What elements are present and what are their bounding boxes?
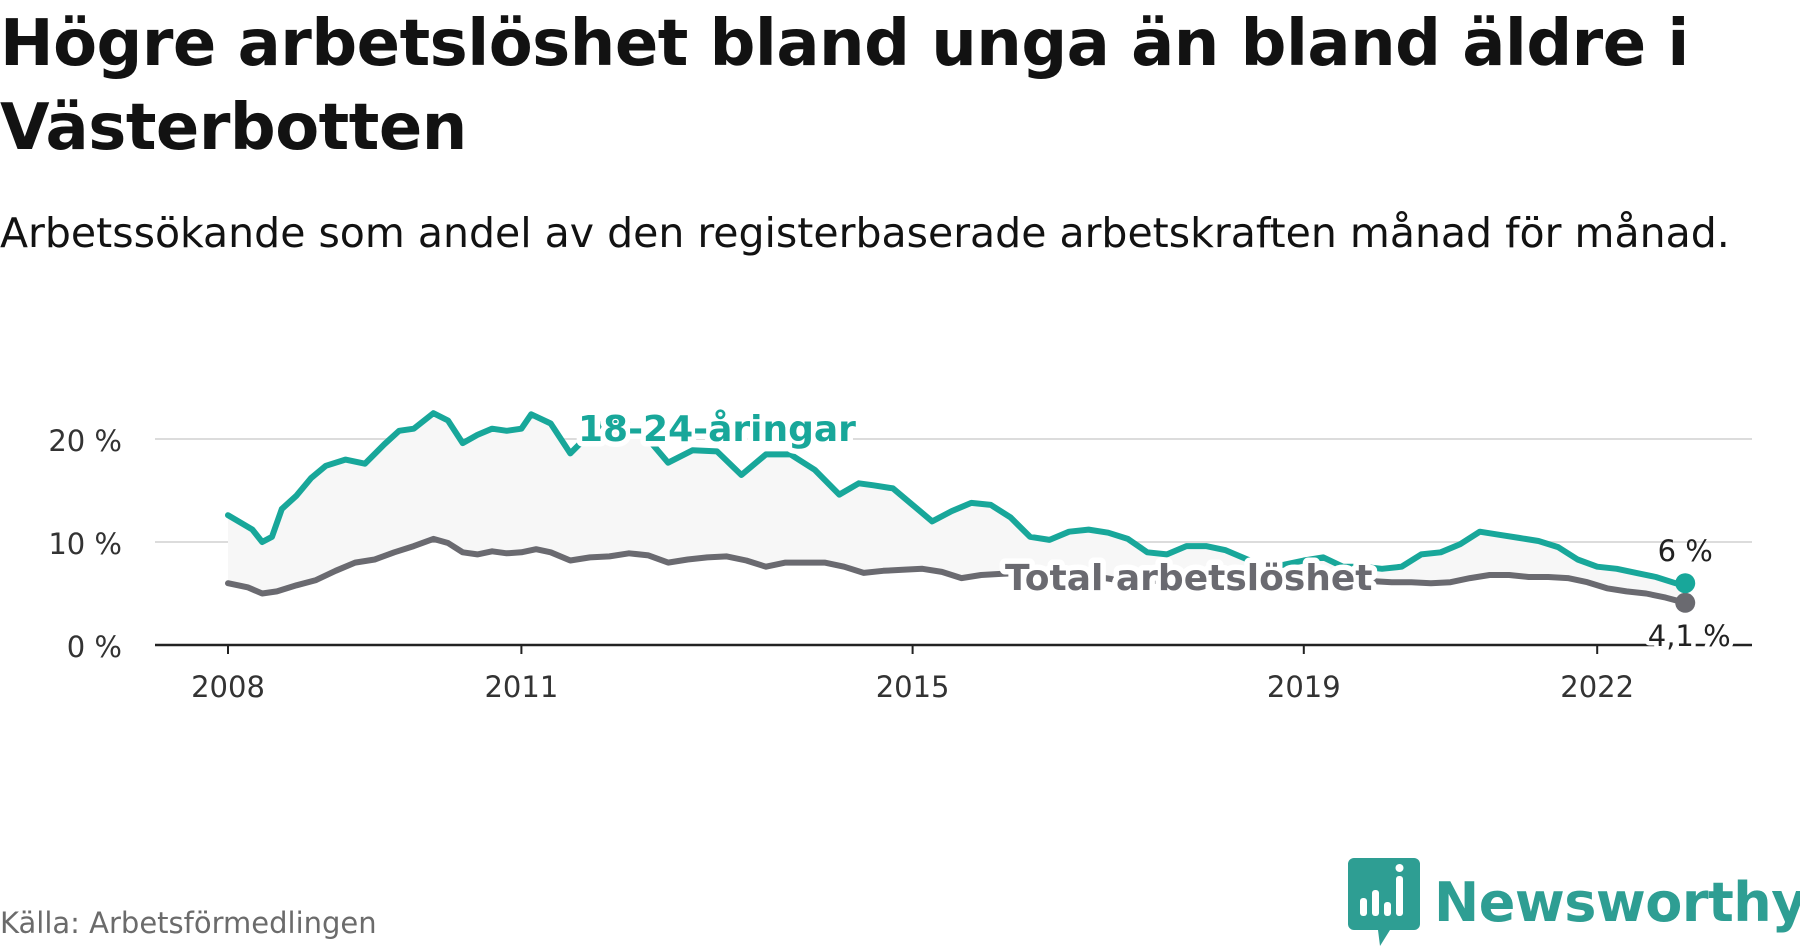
series-line-youth xyxy=(225,410,1689,587)
chart-subtitle: Arbetssökande som andel av den registerb… xyxy=(0,209,1730,257)
end-label-total-group: 4,1 %4,1 % xyxy=(1643,614,1735,657)
end-label-total-halo: 4,1 % xyxy=(1648,619,1731,653)
series-label-youth: 18-24-åringar xyxy=(578,409,856,450)
series-label-total: Total arbetslöshet xyxy=(1005,558,1373,599)
series-label-total-halo: Total arbetslöshet xyxy=(1005,558,1373,599)
chart-bubble-icon xyxy=(1348,858,1420,946)
newsworthy-logo: Newsworthy xyxy=(1348,858,1800,948)
y-tick-label: 20 % xyxy=(48,424,122,458)
x-tick-label: 2011 xyxy=(484,670,558,704)
source-note: Källa: Arbetsförmedlingen xyxy=(0,906,377,940)
line-chart: 0 % 10 % 20 % 2008 2011 2015 2019 2022 18-24-år… xyxy=(48,404,1752,704)
end-point-total xyxy=(1675,592,1696,613)
x-tick-label: 2015 xyxy=(876,670,950,704)
series-label-youth-halo: 18-24-åringar xyxy=(578,409,856,450)
y-tick-label: 10 % xyxy=(48,527,122,561)
y-tick-label: 0 % xyxy=(67,630,122,664)
x-tick-label: 2008 xyxy=(191,670,265,704)
end-label-total: 4,1 % xyxy=(1648,619,1731,653)
end-label-youth: 6 % xyxy=(1658,534,1713,568)
x-tick-label: 2022 xyxy=(1560,670,1634,704)
x-tick-label: 2019 xyxy=(1267,670,1341,704)
series-line-total xyxy=(225,535,1689,606)
end-point-youth xyxy=(1675,573,1696,594)
page-title: Högre arbetslöshet bland unga än bland ä… xyxy=(0,7,1689,165)
brand-name: Newsworthy xyxy=(1434,871,1800,934)
